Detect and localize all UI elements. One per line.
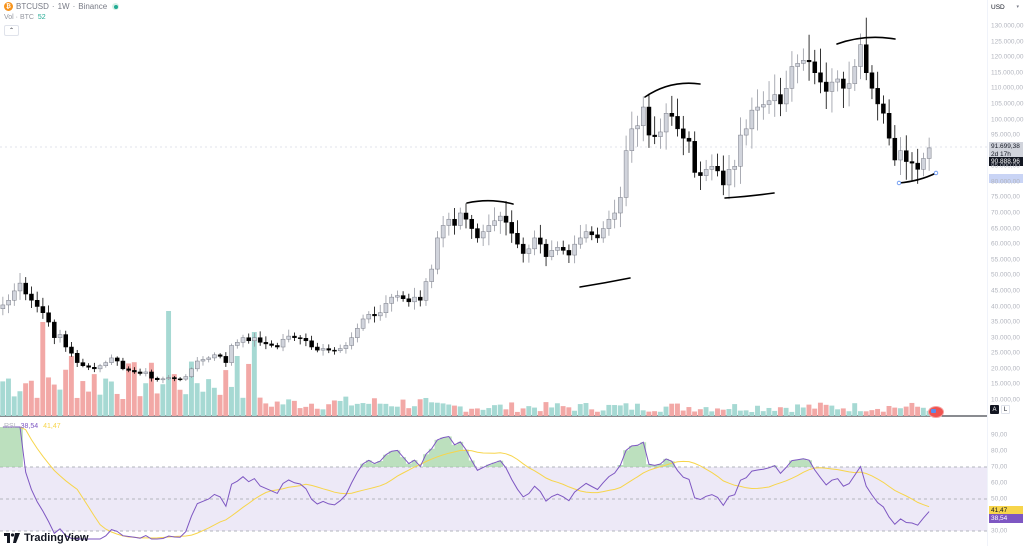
price-axis-label: 45.000,00: [991, 287, 1020, 295]
price-axis-label: 35.000,00: [991, 318, 1020, 326]
chevron-down-icon: ▾: [1016, 4, 1019, 10]
live-dot-icon: [112, 3, 120, 10]
volume-label: Vol · BTC: [4, 14, 34, 21]
symbol-legend[interactable]: ₿ BTCUSD · 1W · Binance: [4, 2, 120, 11]
brand-name: TradingView: [24, 532, 89, 544]
price-axis-label: 65.000,00: [991, 225, 1020, 233]
volume-legend[interactable]: Vol · BTC 52: [4, 14, 46, 21]
price-axis-label: 40.000,00: [991, 303, 1020, 310]
drawing-range-highlight: [989, 174, 1023, 183]
us-flag-event-icon[interactable]: [928, 406, 944, 418]
separator: ·: [72, 2, 76, 11]
price-axis-label: 55.000,00: [991, 256, 1020, 264]
rsi-legend[interactable]: RSI 38,54 41,47: [4, 423, 61, 430]
collapse-legend-button[interactable]: ⌃: [4, 25, 19, 36]
price-axis-label: 110.000,00: [991, 84, 1024, 92]
rsi-value-tag: 38,54: [989, 514, 1023, 523]
price-axis-label: 75.000,00: [991, 193, 1020, 201]
price-axis-label: 10.000,00: [991, 396, 1020, 404]
chevron-up-icon: ⌃: [8, 28, 15, 34]
price-axis-label: 25.000,00: [991, 349, 1020, 357]
interval[interactable]: 1W: [57, 2, 70, 11]
price-axis-label: 85.000,00: [991, 162, 1020, 170]
price-axis-label: 80.000,00: [991, 178, 1020, 186]
current-price-tag: 90.888,96: [989, 157, 1023, 166]
chart-canvas[interactable]: [0, 0, 988, 546]
price-axis-label: 20.000,00: [991, 365, 1020, 373]
bitcoin-icon: ₿: [4, 2, 13, 11]
price-axis-label: 60.000,00: [991, 240, 1020, 248]
currency-label: USD: [991, 3, 1005, 11]
price-axis[interactable]: USD ▾ 91.699,38 2d 17h 90.888,96 A L 41,…: [987, 0, 1024, 546]
price-axis-label: 70.000,00: [991, 209, 1020, 217]
price-axis-label: 125.000,00: [991, 38, 1024, 46]
last-price-tag: 91.699,38 2d 17h: [989, 142, 1023, 160]
price-axis-label: 130.000,00: [991, 22, 1024, 30]
rsi-axis-label: 70,00: [991, 463, 1008, 471]
rsi-axis-label: 80,00: [991, 447, 1008, 455]
scale-buttons: A L: [990, 405, 1010, 414]
bar-countdown: 2d 17h: [991, 151, 1011, 158]
rsi-axis-label: 60,00: [991, 479, 1008, 487]
symbol-name: BTCUSD: [16, 2, 49, 11]
price-axis-label: 105.000,00: [991, 100, 1024, 108]
rsi-axis-label: 50,00: [991, 495, 1008, 503]
tradingview-logo[interactable]: TradingView: [4, 532, 89, 544]
rsi-axis-label: 30,00: [991, 527, 1008, 535]
log-scale-button[interactable]: L: [1001, 405, 1010, 414]
exchange: Binance: [78, 2, 108, 11]
auto-scale-button[interactable]: A: [990, 405, 999, 414]
separator: ·: [51, 2, 55, 11]
price-axis-label: 95.000,00: [991, 131, 1020, 139]
rsi-ma-tag: 41,47: [989, 506, 1023, 515]
price-axis-label: 15.000,00: [991, 380, 1020, 388]
currency-selector[interactable]: USD ▾: [990, 2, 1020, 12]
last-price: 91.699,38: [991, 143, 1020, 150]
price-axis-label: 120.000,00: [991, 53, 1024, 61]
price-axis-label: 100.000,00: [991, 116, 1024, 123]
rsi-label: RSI: [4, 423, 16, 430]
rsi-ma-value: 41,47: [43, 423, 61, 430]
price-axis-label: 30.000,00: [991, 334, 1020, 342]
volume-value: 52: [37, 14, 46, 21]
rsi-value: 38,54: [20, 423, 39, 430]
price-axis-label: 50.000,00: [991, 271, 1020, 279]
price-axis-label: 115.000,00: [991, 69, 1024, 77]
tradingview-logo-icon: [4, 533, 20, 543]
rsi-axis-label: 90,00: [991, 431, 1008, 439]
